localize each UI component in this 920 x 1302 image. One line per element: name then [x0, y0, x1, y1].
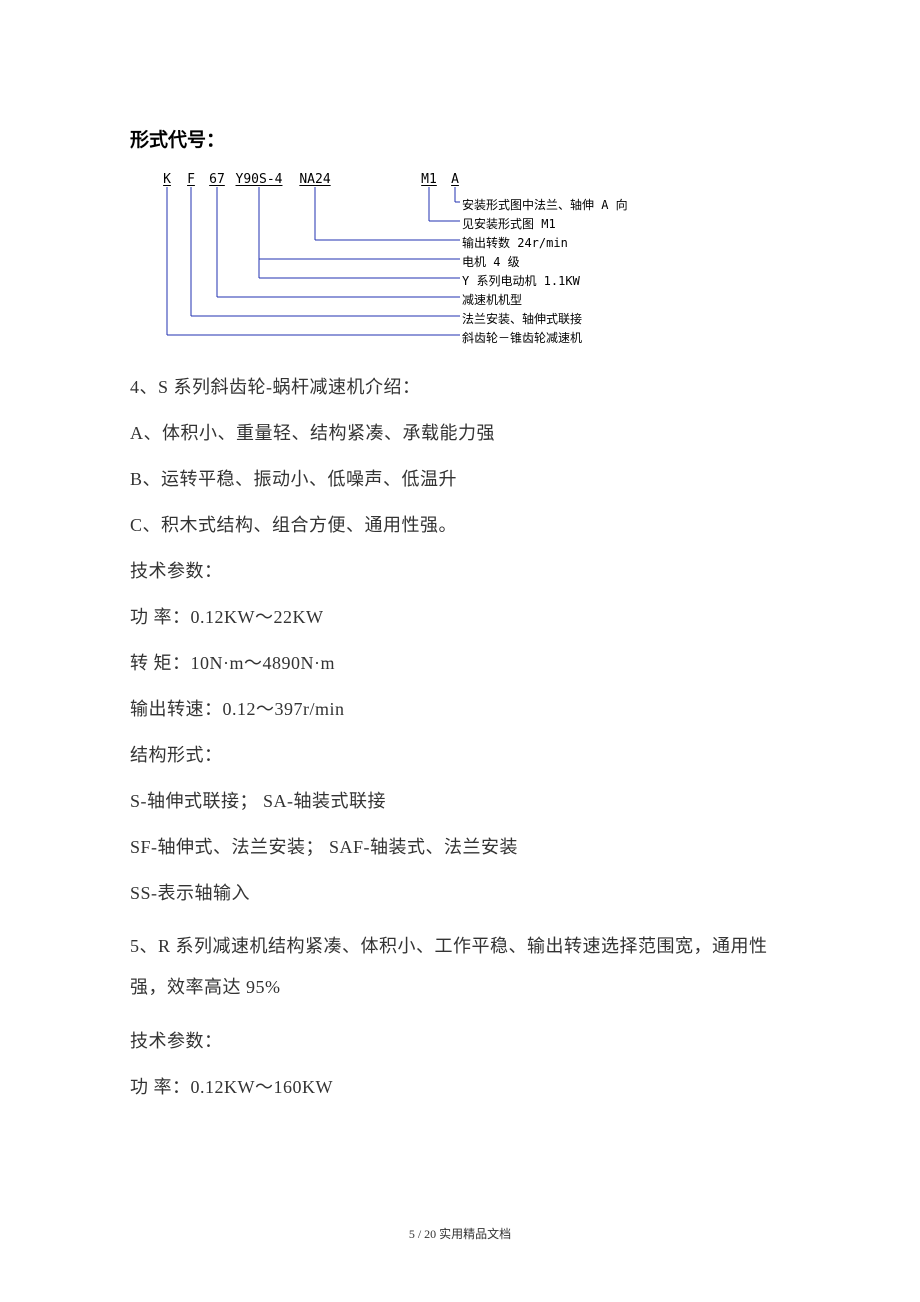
body-text: 4、S 系列斜齿轮-蜗杆减速机介绍： A、体积小、重量轻、结构紧凑、承载能力强 B、… [130, 374, 790, 1101]
description-line: 电机 4 级 [462, 253, 628, 272]
code-segment: F [182, 172, 200, 187]
heading-model-code: 形式代号： [130, 125, 790, 152]
paragraph: 输出转速：0.12～397r/min [130, 696, 790, 723]
paragraph: A、体积小、重量轻、结构紧凑、承载能力强 [130, 420, 790, 447]
paragraph: 功 率：0.12KW～160KW [130, 1074, 790, 1101]
paragraph: 4、S 系列斜齿轮-蜗杆减速机介绍： [130, 374, 790, 401]
page-footer: 5 / 20 实用精品文档 [0, 1225, 920, 1242]
description-line: 减速机机型 [462, 291, 628, 310]
description-line: Y 系列电动机 1.1KW [462, 272, 628, 291]
paragraph: 技术参数： [130, 558, 790, 585]
description-line: 见安装形式图 M1 [462, 215, 628, 234]
paragraph: C、积木式结构、组合方便、通用性强。 [130, 512, 790, 539]
paragraph: S-轴伸式联接； SA-轴装式联接 [130, 788, 790, 815]
paragraph: 5、R 系列减速机结构紧凑、体积小、工作平稳、输出转速选择范围宽，通用性强，效率… [130, 926, 790, 1009]
code-segment: Y90S-4 [234, 172, 284, 187]
code-segment: 67 [206, 172, 228, 187]
description-line: 斜齿轮－锥齿轮减速机 [462, 329, 628, 348]
paragraph: SF-轴伸式、法兰安装； SAF-轴装式、法兰安装 [130, 834, 790, 861]
paragraph: 转 矩：10N·m～4890N·m [130, 650, 790, 677]
code-segment: NA24 [296, 172, 334, 187]
paragraph: 结构形式： [130, 742, 790, 769]
description-line: 输出转数 24r/min [462, 234, 628, 253]
code-segment: A [448, 172, 462, 187]
paragraph: SS-表示轴输入 [130, 880, 790, 907]
paragraph: 技术参数： [130, 1028, 790, 1055]
description-line: 法兰安装、轴伸式联接 [462, 310, 628, 329]
code-segment: M1 [418, 172, 440, 187]
code-segment: K [158, 172, 176, 187]
paragraph: 功 率：0.12KW～22KW [130, 604, 790, 631]
paragraph: B、运转平稳、振动小、低噪声、低温升 [130, 466, 790, 493]
model-code-diagram: KF 67 Y90S-4 NA24 M1 A 安装形式图中法兰、轴伸 A 向见安装形式图 … [152, 172, 672, 352]
description-column: 安装形式图中法兰、轴伸 A 向见安装形式图 M1输出转数 24r/min电机 4… [462, 196, 628, 348]
description-line: 安装形式图中法兰、轴伸 A 向 [462, 196, 628, 215]
